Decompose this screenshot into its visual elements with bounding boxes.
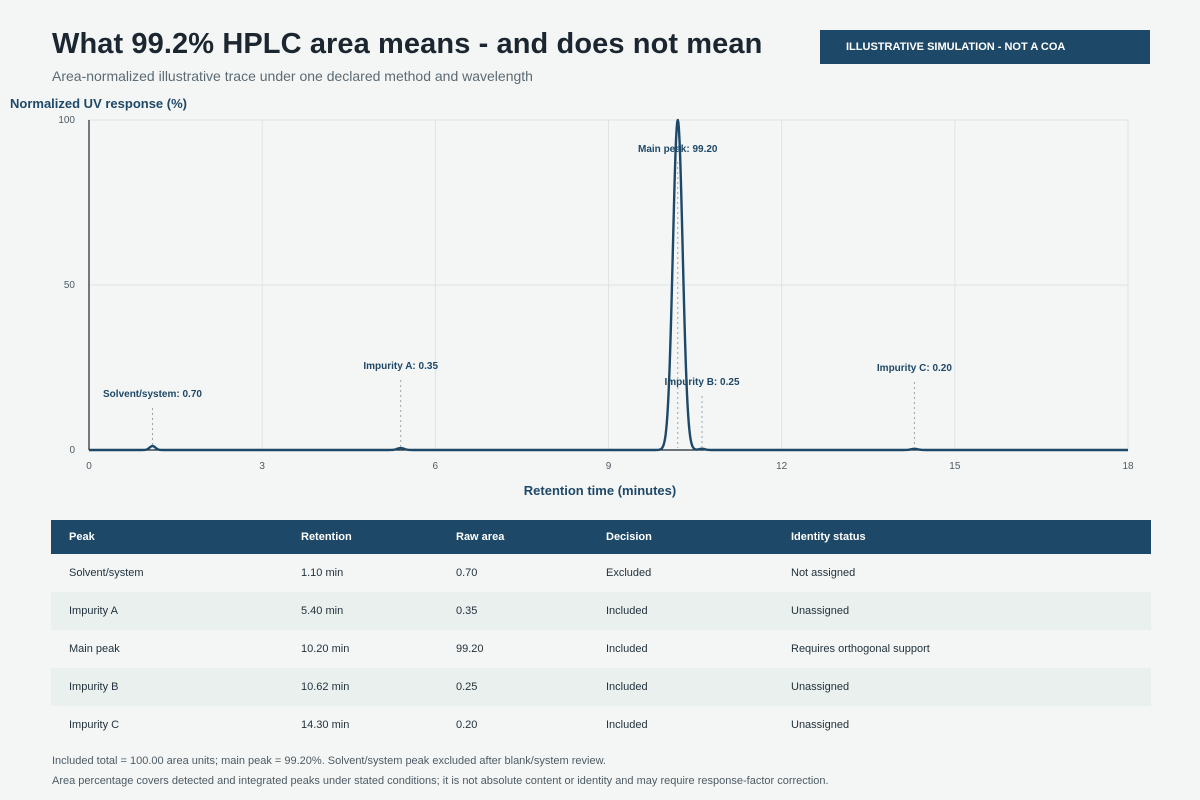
simulation-badge: ILLUSTRATIVE SIMULATION - NOT A COA xyxy=(820,30,1150,64)
cell-decision: Included xyxy=(606,719,648,731)
cell-peak: Solvent/system xyxy=(69,567,144,579)
cell-peak: Main peak xyxy=(69,643,120,655)
peak-label: Solvent/system: 0.70 xyxy=(103,389,202,400)
cell-decision: Excluded xyxy=(606,567,652,579)
table-row: Main peak 10.20 min 99.20 Included Requi… xyxy=(51,630,1151,668)
x-tick-label: 12 xyxy=(776,461,788,472)
peak-label: Impurity B: 0.25 xyxy=(664,377,739,388)
table-row: Impurity A 5.40 min 0.35 Included Unassi… xyxy=(51,592,1151,630)
x-axis-label: Retention time (minutes) xyxy=(523,483,677,498)
cell-identity-status: Unassigned xyxy=(773,592,1151,630)
cell-retention: 14.30 min xyxy=(301,719,350,731)
x-tick-label: 18 xyxy=(1122,461,1134,472)
table-row: Impurity B 10.62 min 0.25 Included Unass… xyxy=(51,668,1151,706)
header-peak: Peak xyxy=(51,520,283,554)
footnote-total: Included total = 100.00 area units; main… xyxy=(52,755,606,767)
header-raw-area: Raw area xyxy=(438,520,588,554)
cell-raw-area: 0.20 xyxy=(456,719,478,731)
cell-decision: Included xyxy=(588,668,773,706)
page-title: What 99.2% HPLC area means - and does no… xyxy=(52,28,763,60)
x-tick-label: 0 xyxy=(86,461,92,472)
cell-peak: Impurity B xyxy=(51,668,283,706)
header-retention: Retention xyxy=(283,520,438,554)
cell-identity-status: Unassigned xyxy=(791,719,850,731)
cell-raw-area: 99.20 xyxy=(456,643,484,655)
x-tick-label: 6 xyxy=(433,461,439,472)
chromatogram-chart: 0 3 6 9 12 15 18 0 50 100 Solvent/system: 0.70 Impu… xyxy=(58,115,1134,472)
x-tick-label: 15 xyxy=(949,461,961,472)
cell-retention: 1.10 min xyxy=(301,567,344,579)
page-subtitle: Area-normalized illustrative trace under… xyxy=(52,68,533,84)
cell-retention: 10.20 min xyxy=(301,643,350,655)
table-row: Impurity C 14.30 min 0.20 Included Unass… xyxy=(51,706,1151,744)
y-tick-label: 50 xyxy=(64,280,76,291)
peak-label: Impurity C: 0.20 xyxy=(877,363,952,374)
cell-retention: 5.40 min xyxy=(283,592,438,630)
y-axis-label: Normalized UV response (%) xyxy=(10,96,187,111)
x-tick-label: 9 xyxy=(606,461,612,472)
cell-identity-status: Unassigned xyxy=(773,668,1151,706)
peak-label: Main peak: 99.20 xyxy=(638,144,718,155)
cell-raw-area: 0.35 xyxy=(438,592,588,630)
header-decision: Decision xyxy=(588,520,773,554)
cell-identity-status: Not assigned xyxy=(791,567,856,579)
cell-retention: 10.62 min xyxy=(283,668,438,706)
cell-peak: Impurity C xyxy=(69,719,120,731)
chromatogram-trace xyxy=(88,118,1129,452)
peak-table: Peak Retention Raw area Decision Identit… xyxy=(51,520,1151,744)
cell-identity-status: Requires orthogonal support xyxy=(791,643,930,655)
cell-raw-area: 0.70 xyxy=(456,567,478,579)
cell-decision: Included xyxy=(588,592,773,630)
cell-peak: Impurity A xyxy=(51,592,283,630)
table-header-row: Peak Retention Raw area Decision Identit… xyxy=(51,520,1151,554)
y-tick-label: 100 xyxy=(58,115,75,126)
x-tick-label: 3 xyxy=(259,461,265,472)
footnote-caveat: Area percentage covers detected and inte… xyxy=(52,775,829,787)
cell-raw-area: 0.25 xyxy=(438,668,588,706)
header-identity-status: Identity status xyxy=(773,520,1151,554)
y-tick-label: 0 xyxy=(69,445,75,456)
table-row: Solvent/system 1.10 min 0.70 Excluded No… xyxy=(51,554,1151,592)
peak-label: Impurity A: 0.35 xyxy=(363,361,438,372)
cell-decision: Included xyxy=(606,643,648,655)
